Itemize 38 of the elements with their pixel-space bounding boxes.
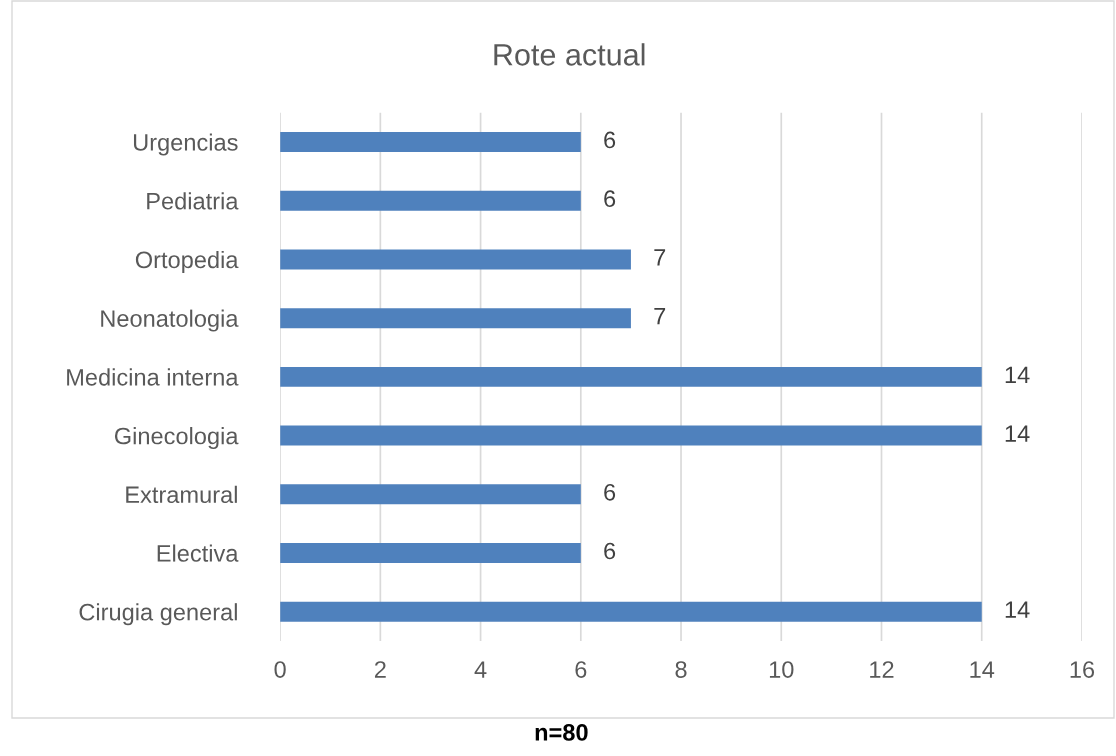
data-label: 7 bbox=[654, 308, 666, 325]
data-label: 6 bbox=[604, 483, 616, 501]
x-tick-label: 14 bbox=[970, 661, 995, 678]
y-tick-label: Electiva bbox=[157, 544, 239, 562]
y-tick-label: Urgencias bbox=[133, 133, 238, 156]
y-tick-label: Neonatologia bbox=[101, 309, 239, 332]
y-tick-label: Cirugia general bbox=[79, 603, 237, 626]
chart-title: Rote actual bbox=[494, 43, 645, 66]
x-tick-label: 2 bbox=[374, 661, 386, 678]
x-tick-label: 16 bbox=[1070, 661, 1095, 678]
bar bbox=[280, 601, 982, 622]
x-tick-label: 0 bbox=[274, 661, 286, 678]
y-tick-label: Pediatria bbox=[147, 192, 239, 210]
x-tick-label: 10 bbox=[769, 661, 794, 678]
y-tick-label: Extramural bbox=[126, 485, 237, 504]
bar bbox=[280, 308, 631, 329]
x-tick-label: 8 bbox=[675, 661, 687, 678]
data-label: 14 bbox=[1005, 366, 1030, 383]
x-tick-label: 6 bbox=[575, 661, 587, 678]
y-tick-label: Ortopedia bbox=[135, 250, 239, 273]
data-label: 7 bbox=[654, 249, 666, 266]
y-tick-label: Medicina interna bbox=[67, 368, 239, 386]
bar bbox=[280, 366, 982, 387]
bar bbox=[280, 249, 631, 270]
data-label: 6 bbox=[604, 190, 616, 208]
bar bbox=[280, 425, 982, 446]
data-label: 6 bbox=[604, 542, 616, 560]
data-label: 14 bbox=[1005, 601, 1030, 618]
bar bbox=[280, 132, 581, 152]
bar bbox=[280, 190, 581, 211]
data-label: 14 bbox=[1005, 425, 1030, 442]
y-tick-label: Ginecologia bbox=[114, 427, 239, 450]
bar bbox=[280, 543, 581, 563]
data-label: 6 bbox=[604, 131, 616, 149]
x-tick-label: 12 bbox=[870, 661, 894, 678]
x-tick-label: 4 bbox=[474, 661, 487, 678]
bar bbox=[280, 484, 581, 505]
text: n=80 bbox=[535, 724, 588, 741]
